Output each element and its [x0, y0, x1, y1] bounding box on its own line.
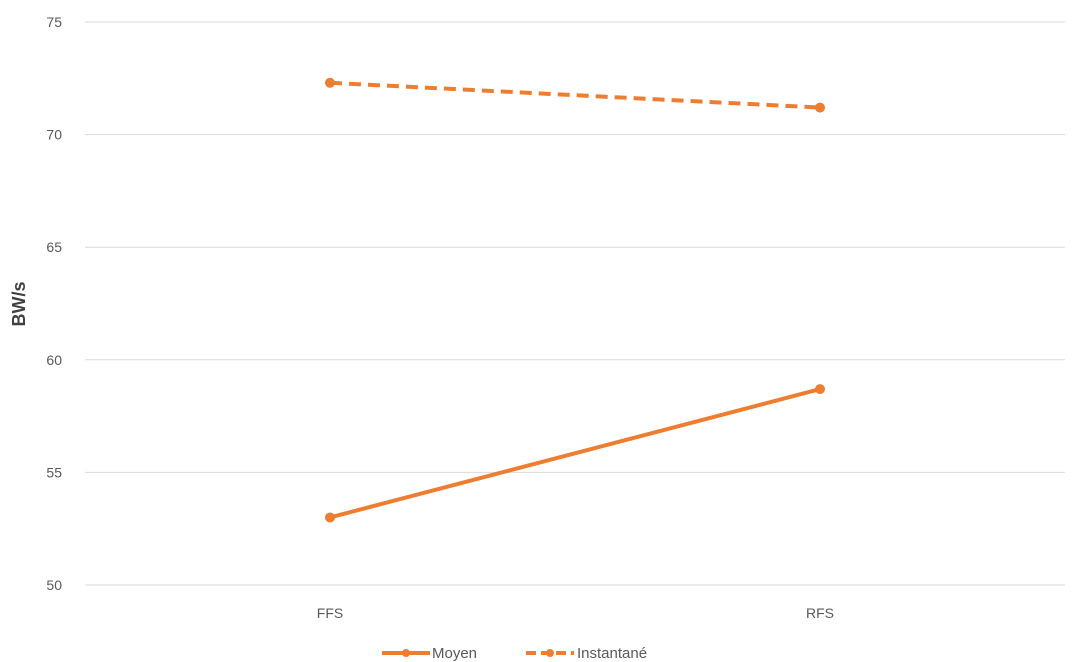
- y-tick-label: 55: [46, 464, 62, 480]
- series-line: [328, 387, 822, 520]
- legend-swatch-marker: [546, 649, 554, 657]
- series-line: [329, 80, 821, 110]
- data-point: [815, 102, 825, 113]
- legend-item: Moyen: [382, 645, 477, 662]
- y-axis-title: BW/s: [9, 282, 29, 327]
- legend-swatch-marker: [402, 649, 410, 657]
- series-moyen: [325, 384, 825, 523]
- legend: Moyen Instantané: [382, 645, 647, 662]
- x-tick-label: RFS: [806, 605, 834, 621]
- y-tick-label: 50: [46, 577, 62, 593]
- x-axis-ticks: FFS RFS: [317, 605, 834, 621]
- y-tick-label: 65: [46, 239, 62, 255]
- series: [325, 77, 825, 523]
- legend-item: Instantané: [526, 645, 647, 662]
- y-tick-label: 70: [46, 127, 62, 143]
- y-axis-ticks: 50 55 60 65 70 75: [46, 14, 62, 593]
- y-tick-label: 75: [46, 14, 62, 30]
- data-point: [815, 384, 825, 395]
- x-tick-label: FFS: [317, 605, 343, 621]
- data-point: [325, 512, 335, 523]
- series-instantane: [325, 77, 825, 113]
- legend-label: Instantané: [577, 645, 647, 662]
- y-tick-label: 60: [46, 352, 62, 368]
- data-point: [325, 77, 335, 88]
- legend-label: Moyen: [432, 645, 477, 662]
- gridlines: [85, 21, 1065, 586]
